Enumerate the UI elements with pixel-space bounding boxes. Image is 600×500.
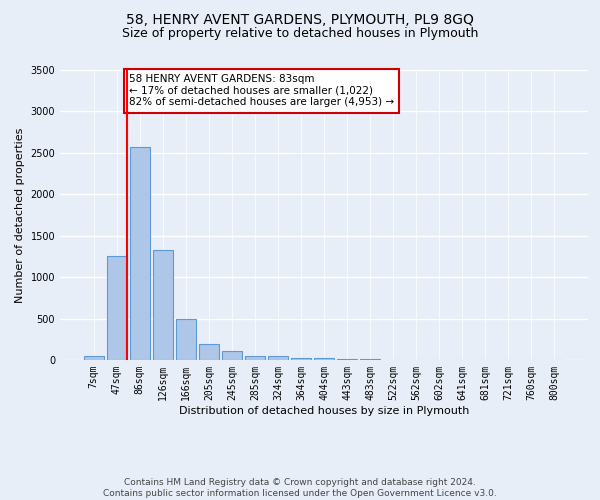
- Bar: [84, 356, 104, 360]
- Text: 58, HENRY AVENT GARDENS, PLYMOUTH, PL9 8GQ: 58, HENRY AVENT GARDENS, PLYMOUTH, PL9 8…: [126, 12, 474, 26]
- Bar: [245, 356, 265, 360]
- Bar: [130, 147, 149, 360]
- Text: 58 HENRY AVENT GARDENS: 83sqm
← 17% of detached houses are smaller (1,022)
82% o: 58 HENRY AVENT GARDENS: 83sqm ← 17% of d…: [129, 74, 394, 108]
- Bar: [314, 358, 334, 360]
- Bar: [291, 358, 311, 360]
- Text: Size of property relative to detached houses in Plymouth: Size of property relative to detached ho…: [122, 28, 478, 40]
- Bar: [199, 344, 218, 360]
- Bar: [153, 250, 173, 360]
- X-axis label: Distribution of detached houses by size in Plymouth: Distribution of detached houses by size …: [179, 406, 469, 415]
- Y-axis label: Number of detached properties: Number of detached properties: [15, 128, 25, 302]
- Bar: [222, 351, 242, 360]
- Bar: [176, 318, 196, 360]
- Text: Contains HM Land Registry data © Crown copyright and database right 2024.
Contai: Contains HM Land Registry data © Crown c…: [103, 478, 497, 498]
- Bar: [268, 356, 288, 360]
- Bar: [107, 256, 127, 360]
- Bar: [360, 359, 380, 360]
- Bar: [337, 359, 357, 360]
